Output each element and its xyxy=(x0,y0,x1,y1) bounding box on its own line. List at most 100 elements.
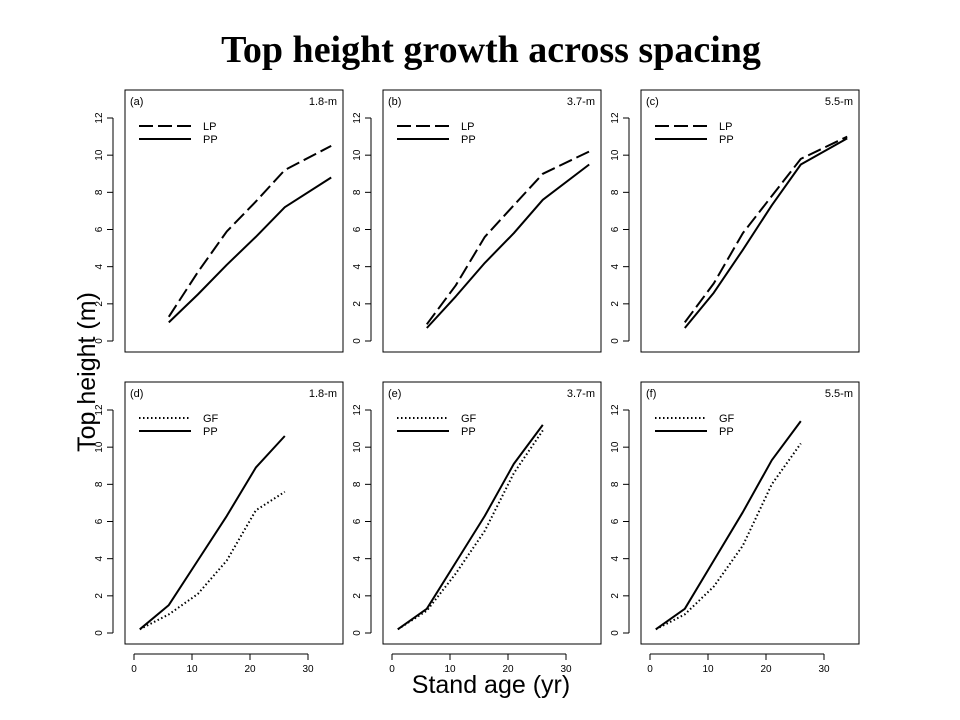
y-tick-label: 8 xyxy=(352,481,363,487)
y-tick-label: 6 xyxy=(94,518,105,524)
panel-tag: (c) xyxy=(646,96,659,108)
y-tick-label: 4 xyxy=(352,263,363,269)
x-tick-label: 30 xyxy=(302,664,314,675)
y-tick-label: 0 xyxy=(610,338,621,344)
y-tick-label: 6 xyxy=(352,226,363,232)
y-tick-label: 8 xyxy=(352,189,363,195)
y-tick-label: 6 xyxy=(610,226,621,232)
legend-label-pp: PP xyxy=(719,426,734,438)
legend-label-pp: PP xyxy=(461,426,476,438)
spacing-label: 1.8-m xyxy=(309,388,337,400)
plot-frame xyxy=(640,89,860,353)
y-tick-label: 2 xyxy=(352,301,363,307)
x-tick-label: 20 xyxy=(244,664,256,675)
panel-tag: (d) xyxy=(130,388,143,400)
panel-tag: (f) xyxy=(646,388,656,400)
spacing-label: 5.5-m xyxy=(825,388,853,400)
y-tick-label: 6 xyxy=(352,518,363,524)
legend-label-lp: LP xyxy=(461,121,474,133)
series-line-lp xyxy=(683,135,848,323)
y-axis-title: Top height (m) xyxy=(73,292,101,452)
y-tick-label: 8 xyxy=(94,189,105,195)
panel-tag: (a) xyxy=(130,96,143,108)
y-tick-label: 10 xyxy=(352,441,363,453)
spacing-label: 5.5-m xyxy=(825,96,853,108)
series-line-pp xyxy=(168,176,332,324)
y-tick-label: 4 xyxy=(352,555,363,561)
plot-frame xyxy=(124,89,344,353)
series-line-gf xyxy=(397,429,544,631)
series-line-pp xyxy=(655,420,802,631)
x-tick-label: 30 xyxy=(818,664,830,675)
series-line-gf xyxy=(139,490,286,631)
y-tick-label: 8 xyxy=(610,481,621,487)
y-tick-label: 0 xyxy=(94,338,105,344)
legend-label-pp: PP xyxy=(203,426,218,438)
y-tick-label: 12 xyxy=(352,112,363,124)
y-tick-label: 4 xyxy=(610,555,621,561)
x-tick-label: 10 xyxy=(702,664,714,675)
series-line-pp xyxy=(139,435,286,631)
legend-label-lp: LP xyxy=(203,121,216,133)
y-tick-label: 10 xyxy=(94,149,105,161)
y-tick-label: 0 xyxy=(610,630,621,636)
series-line-lp xyxy=(425,150,590,325)
x-tick-label: 20 xyxy=(502,664,514,675)
y-tick-label: 4 xyxy=(94,263,105,269)
y-tick-label: 4 xyxy=(610,263,621,269)
y-tick-label: 2 xyxy=(610,301,621,307)
x-tick-label: 0 xyxy=(389,664,395,675)
x-axis-title: Stand age (yr) xyxy=(412,671,570,699)
y-tick-label: 12 xyxy=(94,404,105,416)
panel-tag: (e) xyxy=(388,388,401,400)
y-tick-label: 12 xyxy=(352,404,363,416)
y-tick-label: 8 xyxy=(94,481,105,487)
legend-label-pp: PP xyxy=(461,134,476,146)
y-tick-label: 2 xyxy=(610,593,621,599)
series-line-pp xyxy=(397,424,544,631)
plot-frame xyxy=(382,89,602,353)
y-tick-label: 6 xyxy=(94,226,105,232)
x-tick-label: 10 xyxy=(186,664,198,675)
y-tick-label: 12 xyxy=(610,112,621,124)
spacing-label: 1.8-m xyxy=(309,96,337,108)
y-tick-label: 0 xyxy=(352,630,363,636)
x-tick-label: 10 xyxy=(444,664,456,675)
figure-title: Top height growth across spacing xyxy=(221,29,761,71)
spacing-label: 3.7-m xyxy=(567,96,595,108)
y-tick-label: 12 xyxy=(94,112,105,124)
plot-frame xyxy=(640,381,860,645)
legend-label-lp: LP xyxy=(719,121,732,133)
panel-tag: (b) xyxy=(388,96,401,108)
spacing-label: 3.7-m xyxy=(567,388,595,400)
y-tick-label: 10 xyxy=(352,149,363,161)
legend-label-pp: PP xyxy=(719,134,734,146)
legend-label-gf: GF xyxy=(203,413,219,425)
y-tick-label: 0 xyxy=(352,338,363,344)
y-tick-label: 4 xyxy=(94,555,105,561)
series-line-pp xyxy=(426,163,590,329)
y-tick-label: 2 xyxy=(352,593,363,599)
y-tick-label: 10 xyxy=(610,149,621,161)
y-tick-label: 0 xyxy=(94,630,105,636)
x-tick-label: 20 xyxy=(760,664,772,675)
x-tick-label: 0 xyxy=(647,664,653,675)
y-tick-label: 10 xyxy=(610,441,621,453)
legend-label-gf: GF xyxy=(719,413,735,425)
y-tick-label: 2 xyxy=(94,593,105,599)
y-tick-label: 12 xyxy=(610,404,621,416)
x-tick-label: 0 xyxy=(131,664,137,675)
y-tick-label: 2 xyxy=(94,301,105,307)
legend-label-gf: GF xyxy=(461,413,477,425)
plot-frame xyxy=(382,381,602,645)
y-tick-label: 6 xyxy=(610,518,621,524)
y-tick-label: 8 xyxy=(610,189,621,195)
legend-label-pp: PP xyxy=(203,134,218,146)
